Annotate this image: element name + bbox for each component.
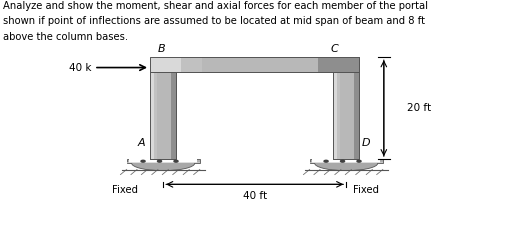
Circle shape [174,160,178,162]
Text: 20 ft: 20 ft [407,103,431,113]
Bar [150,72,177,159]
Bar [354,72,359,159]
Bar [181,57,202,72]
Circle shape [158,160,162,162]
Bar [318,57,359,72]
Bar [309,159,383,163]
Bar [150,57,181,72]
Text: above the column bases.: above the column bases. [3,32,128,42]
Bar [154,72,157,159]
Text: Fixed: Fixed [112,185,138,196]
Bar [150,57,359,72]
Bar [333,72,359,159]
Text: D: D [362,138,370,148]
Text: 40 k: 40 k [69,63,92,73]
Ellipse shape [315,156,378,171]
Ellipse shape [132,156,194,171]
Text: 40 ft: 40 ft [242,191,267,201]
Bar [150,57,359,72]
Bar [129,154,197,163]
Circle shape [340,160,345,162]
Text: Fixed: Fixed [353,185,379,196]
Bar [171,72,177,159]
Bar [337,72,339,159]
Text: B: B [158,44,165,54]
Bar [312,154,380,163]
Bar [333,72,337,159]
Bar [126,159,200,163]
Circle shape [357,160,361,162]
Text: shown if point of inflections are assumed to be located at mid span of beam and : shown if point of inflections are assume… [3,16,425,27]
Bar [333,72,359,159]
Bar [126,162,200,163]
Text: A: A [137,138,145,148]
Bar [150,72,154,159]
Bar [150,72,177,159]
Bar [309,162,383,163]
Circle shape [324,160,328,162]
Text: Analyze and show the moment, shear and axial forces for each member of the porta: Analyze and show the moment, shear and a… [3,1,427,11]
Circle shape [141,160,145,162]
Text: C: C [330,44,338,54]
